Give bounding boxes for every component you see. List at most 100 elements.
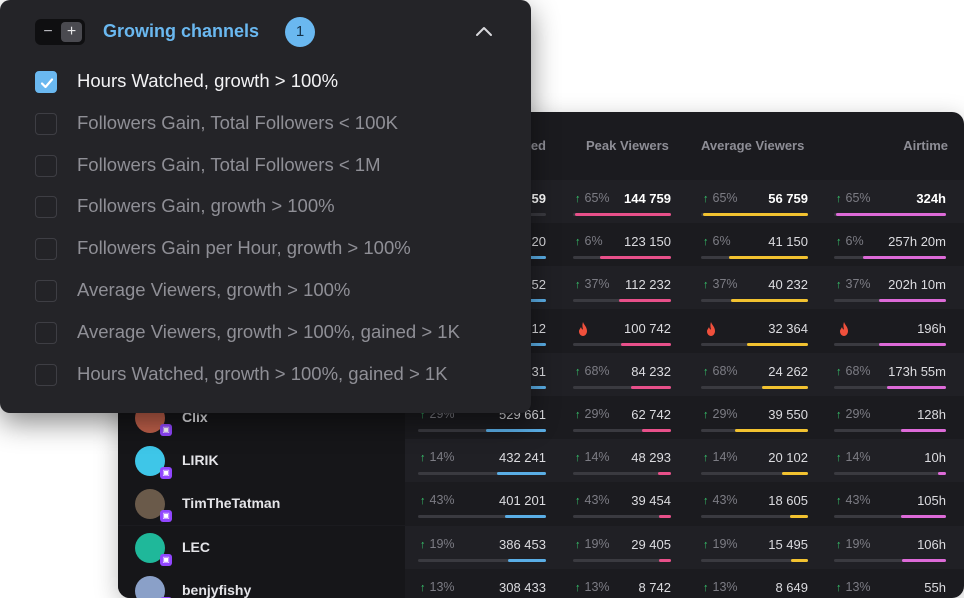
progress-track [573, 299, 671, 303]
progress-fill [703, 213, 808, 216]
option-label[interactable]: Average Viewers, growth > 100% [77, 279, 351, 300]
table-row[interactable]: ▣ TimTheTatman ↑ 43% 401 201 ↑ 43% 39 454 ↑ 43% 18… [118, 482, 964, 526]
arrow-up-icon: ↑ [575, 581, 581, 594]
progress-fill [619, 299, 671, 303]
progress-fill [659, 558, 671, 562]
progress-track [418, 472, 546, 476]
metric-value: 62 742 [631, 407, 671, 422]
hw-cell: ↑ 13% 308 433 [418, 569, 546, 598]
progress-fill [505, 515, 546, 519]
air-cell: ↑ 29% 128h [834, 396, 946, 439]
air-cell: ↑ 65% 324h [834, 180, 946, 223]
growth-value: ↑ 65% [575, 191, 610, 205]
arrow-up-icon: ↑ [836, 409, 842, 421]
fire-icon [840, 321, 848, 336]
progress-track [573, 213, 671, 216]
avg-cell: ↑ 14% 20 102 [701, 439, 808, 482]
progress-track [701, 299, 808, 303]
growth-value: ↑ 19% [703, 536, 738, 551]
channel-cell[interactable]: ▣ TimTheTatman [118, 482, 405, 526]
channel-name[interactable]: LEC [182, 538, 210, 555]
table-row[interactable]: ▣ LEC ↑ 19% 386 453 ↑ 19% 29 405 ↑ 19% 15 495 ↑ 19% 1… [118, 525, 964, 569]
progress-track [834, 558, 946, 562]
column-header-peak-viewers[interactable]: Peak Viewers [586, 138, 669, 153]
channel-cell[interactable]: ▣benjyfishy [118, 568, 405, 598]
progress-track [418, 515, 546, 519]
progress-fill [886, 385, 946, 389]
growth-value: ↑ 6% [575, 234, 603, 249]
option-label[interactable]: Followers Gain per Hour, growth > 100% [77, 237, 411, 259]
table-header: ed Peak Viewers Average Viewers Airtime [118, 112, 964, 180]
arrow-up-icon: ↑ [575, 193, 581, 205]
progress-track [573, 256, 671, 260]
progress-fill [782, 472, 808, 476]
option-label[interactable]: Followers Gain, Total Followers < 100K [77, 111, 398, 133]
avg-cell: ↑ 19% 15 495 [701, 526, 808, 569]
arrow-up-icon: ↑ [703, 409, 709, 421]
channel-cell[interactable]: ▣ LEC [118, 525, 405, 569]
air-cell: ↑ 19% 106h [834, 526, 946, 569]
arrow-up-icon: ↑ [836, 452, 842, 465]
option-label[interactable]: Average Viewers, growth > 100%, gained >… [77, 320, 460, 342]
metric-value: 173h 55m [888, 363, 946, 379]
channel-name[interactable]: LIRIK [182, 452, 219, 469]
channel-name[interactable]: TimTheTatman [182, 495, 281, 512]
channel-name[interactable]: Clix [182, 409, 208, 425]
arrow-up-icon: ↑ [420, 538, 426, 551]
option-checkbox[interactable] [35, 112, 57, 135]
option-checkbox[interactable] [35, 321, 57, 344]
growth-value: ↑ 14% [575, 450, 610, 465]
metric-value: 196h [917, 320, 946, 336]
air-cell: ↑ 14% 10h [834, 439, 946, 482]
plus-icon[interactable]: + [61, 22, 82, 42]
option-checkbox[interactable] [35, 363, 57, 386]
progress-track [418, 429, 546, 432]
table-row[interactable]: ▣benjyfishy ↑13% 308 433 ↑13% 8 742 ↑13% 8 649… [118, 568, 964, 598]
growth-value: ↑ 43% [420, 493, 455, 508]
channel-name[interactable]: benjyfishy [182, 581, 252, 598]
option-label[interactable]: Hours Watched, growth > 100%, gained > 1… [77, 362, 448, 384]
twitch-icon: ▣ [160, 553, 172, 566]
column-header-hours-watched[interactable]: ed [530, 138, 546, 153]
avg-cell: ↑ 13% 8 649 [701, 569, 808, 598]
progress-track [701, 429, 808, 432]
growth-value: ↑ 14% [703, 450, 738, 465]
peak-cell: ↑ 65% 144 759 [573, 180, 671, 223]
growth-value: ↑ 13% [836, 579, 871, 594]
progress-fill [747, 342, 808, 346]
option-label[interactable]: Hours Watched, growth > 100% [77, 70, 339, 91]
option-checkbox[interactable] [35, 71, 57, 93]
channel-cell[interactable]: ▣ LIRIK [118, 439, 405, 483]
option-label[interactable]: Followers Gain, Total Followers < 1M [77, 153, 381, 175]
peak-cell: 100 742 [573, 310, 671, 353]
table-row[interactable]: ▣ LIRIK ↑ 14% 432 241 ↑ 14% 48 293 ↑ 14% 20 102 ↑ 14… [118, 439, 964, 483]
chevron-up-icon[interactable] [474, 22, 494, 42]
expand-collapse-toggle[interactable]: − + [35, 19, 85, 45]
metric-value: 20 [531, 234, 546, 250]
option-checkbox[interactable] [35, 196, 57, 219]
dropdown-header[interactable]: − + Growing channels 1 [0, 0, 531, 64]
growth-value: ↑ 65% [703, 191, 738, 205]
progress-fill [863, 256, 946, 260]
air-cell: 196h [834, 310, 946, 353]
progress-fill [878, 342, 946, 346]
option-label[interactable]: Followers Gain, growth > 100% [77, 195, 335, 217]
column-header-airtime[interactable]: Airtime [903, 138, 948, 153]
progress-track [701, 213, 808, 216]
metric-value: 55h [924, 579, 946, 595]
metric-value: 12 [531, 320, 546, 336]
progress-fill [574, 213, 671, 216]
peak-cell: ↑ 68% 84 232 [573, 353, 671, 396]
minus-icon[interactable]: − [43, 23, 53, 40]
progress-fill [901, 515, 946, 519]
progress-fill [735, 429, 808, 432]
column-header-average-viewers[interactable]: Average Viewers [701, 138, 805, 153]
avg-cell: ↑ 65% 56 759 [701, 180, 808, 223]
metric-value: 100 742 [624, 320, 671, 336]
arrow-up-icon: ↑ [836, 495, 842, 508]
option-checkbox[interactable] [35, 280, 57, 302]
option-checkbox[interactable] [35, 154, 57, 177]
progress-fill [762, 385, 808, 389]
hw-cell: ↑ 14% 432 241 [418, 439, 546, 482]
option-checkbox[interactable] [35, 238, 57, 261]
